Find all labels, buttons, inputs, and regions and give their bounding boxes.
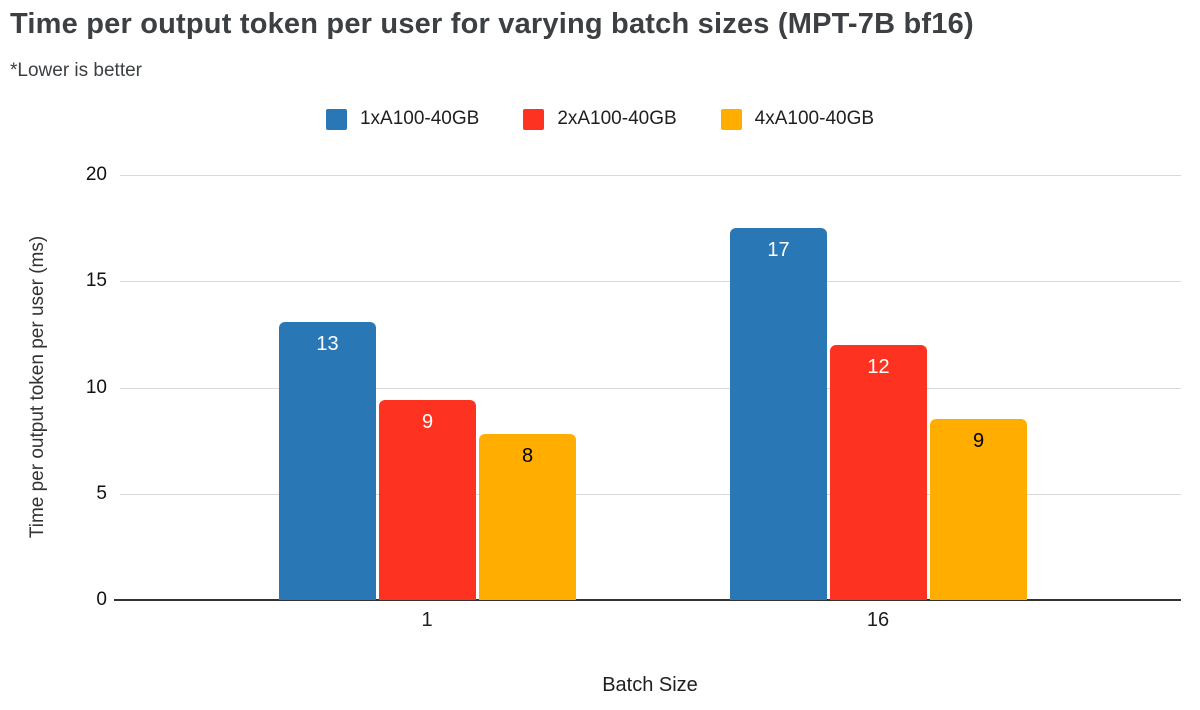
legend-label: 1xA100-40GB — [359, 108, 480, 129]
y-tick-label-10: 10 — [85, 376, 107, 398]
legend-swatch-icon — [720, 108, 742, 130]
chart-title: Time per output token per user for varyi… — [10, 8, 974, 40]
legend-label: 4xA100-40GB — [754, 108, 875, 129]
legend-item-4xA100-40GB: 4xA100-40GB — [720, 108, 875, 130]
bar-2xA100-40GB-batch-16: 12 — [830, 345, 927, 600]
x-axis-line — [114, 599, 1181, 601]
x-axis-title: Batch Size — [602, 674, 698, 696]
legend-swatch-icon — [523, 108, 545, 130]
gridline-y-20 — [120, 175, 1181, 176]
bar-4xA100-40GB-batch-1: 8 — [479, 434, 576, 600]
legend-item-1xA100-40GB: 1xA100-40GB — [325, 108, 480, 130]
bar-2xA100-40GB-batch-1: 9 — [379, 400, 476, 600]
y-tick-label-20: 20 — [85, 164, 107, 185]
bar-value-label: 12 — [867, 356, 890, 378]
gridline-y-5 — [120, 493, 1181, 495]
y-tick-label-5: 5 — [96, 482, 107, 504]
y-tick-label-0: 0 — [96, 589, 107, 610]
bar-value-label: 8 — [521, 445, 534, 468]
bar-1xA100-40GB-batch-1: 13 — [279, 321, 376, 600]
gridline-y-10 — [120, 387, 1181, 389]
legend-item-2xA100-40GB: 2xA100-40GB — [523, 108, 677, 130]
plot-area: 0 5 10 15 20 13 17 9 12 8 9 1 16 — [86, 164, 1181, 631]
bar-1xA100-40GB-batch-16: 17 — [730, 228, 827, 600]
bar-value-label: 9 — [972, 430, 985, 453]
y-axis-title: Time per output token per user (ms) — [27, 235, 48, 539]
gridline-y-15 — [120, 281, 1181, 283]
legend-swatch-icon — [325, 108, 347, 130]
x-tick-label-1: 1 — [421, 609, 433, 631]
chart-subtitle: *Lower is better — [10, 60, 143, 81]
x-tick-label-16: 16 — [866, 609, 890, 631]
y-tick-label-15: 15 — [85, 270, 107, 292]
bar-value-label: 17 — [767, 239, 790, 262]
legend-label: 2xA100-40GB — [557, 108, 677, 129]
bar-value-label: 9 — [421, 411, 434, 434]
bar-value-label: 13 — [316, 332, 339, 355]
bar-4xA100-40GB-batch-16: 9 — [930, 419, 1027, 600]
legend: 1xA100-40GB 2xA100-40GB 4xA100-40GB — [0, 104, 1200, 134]
